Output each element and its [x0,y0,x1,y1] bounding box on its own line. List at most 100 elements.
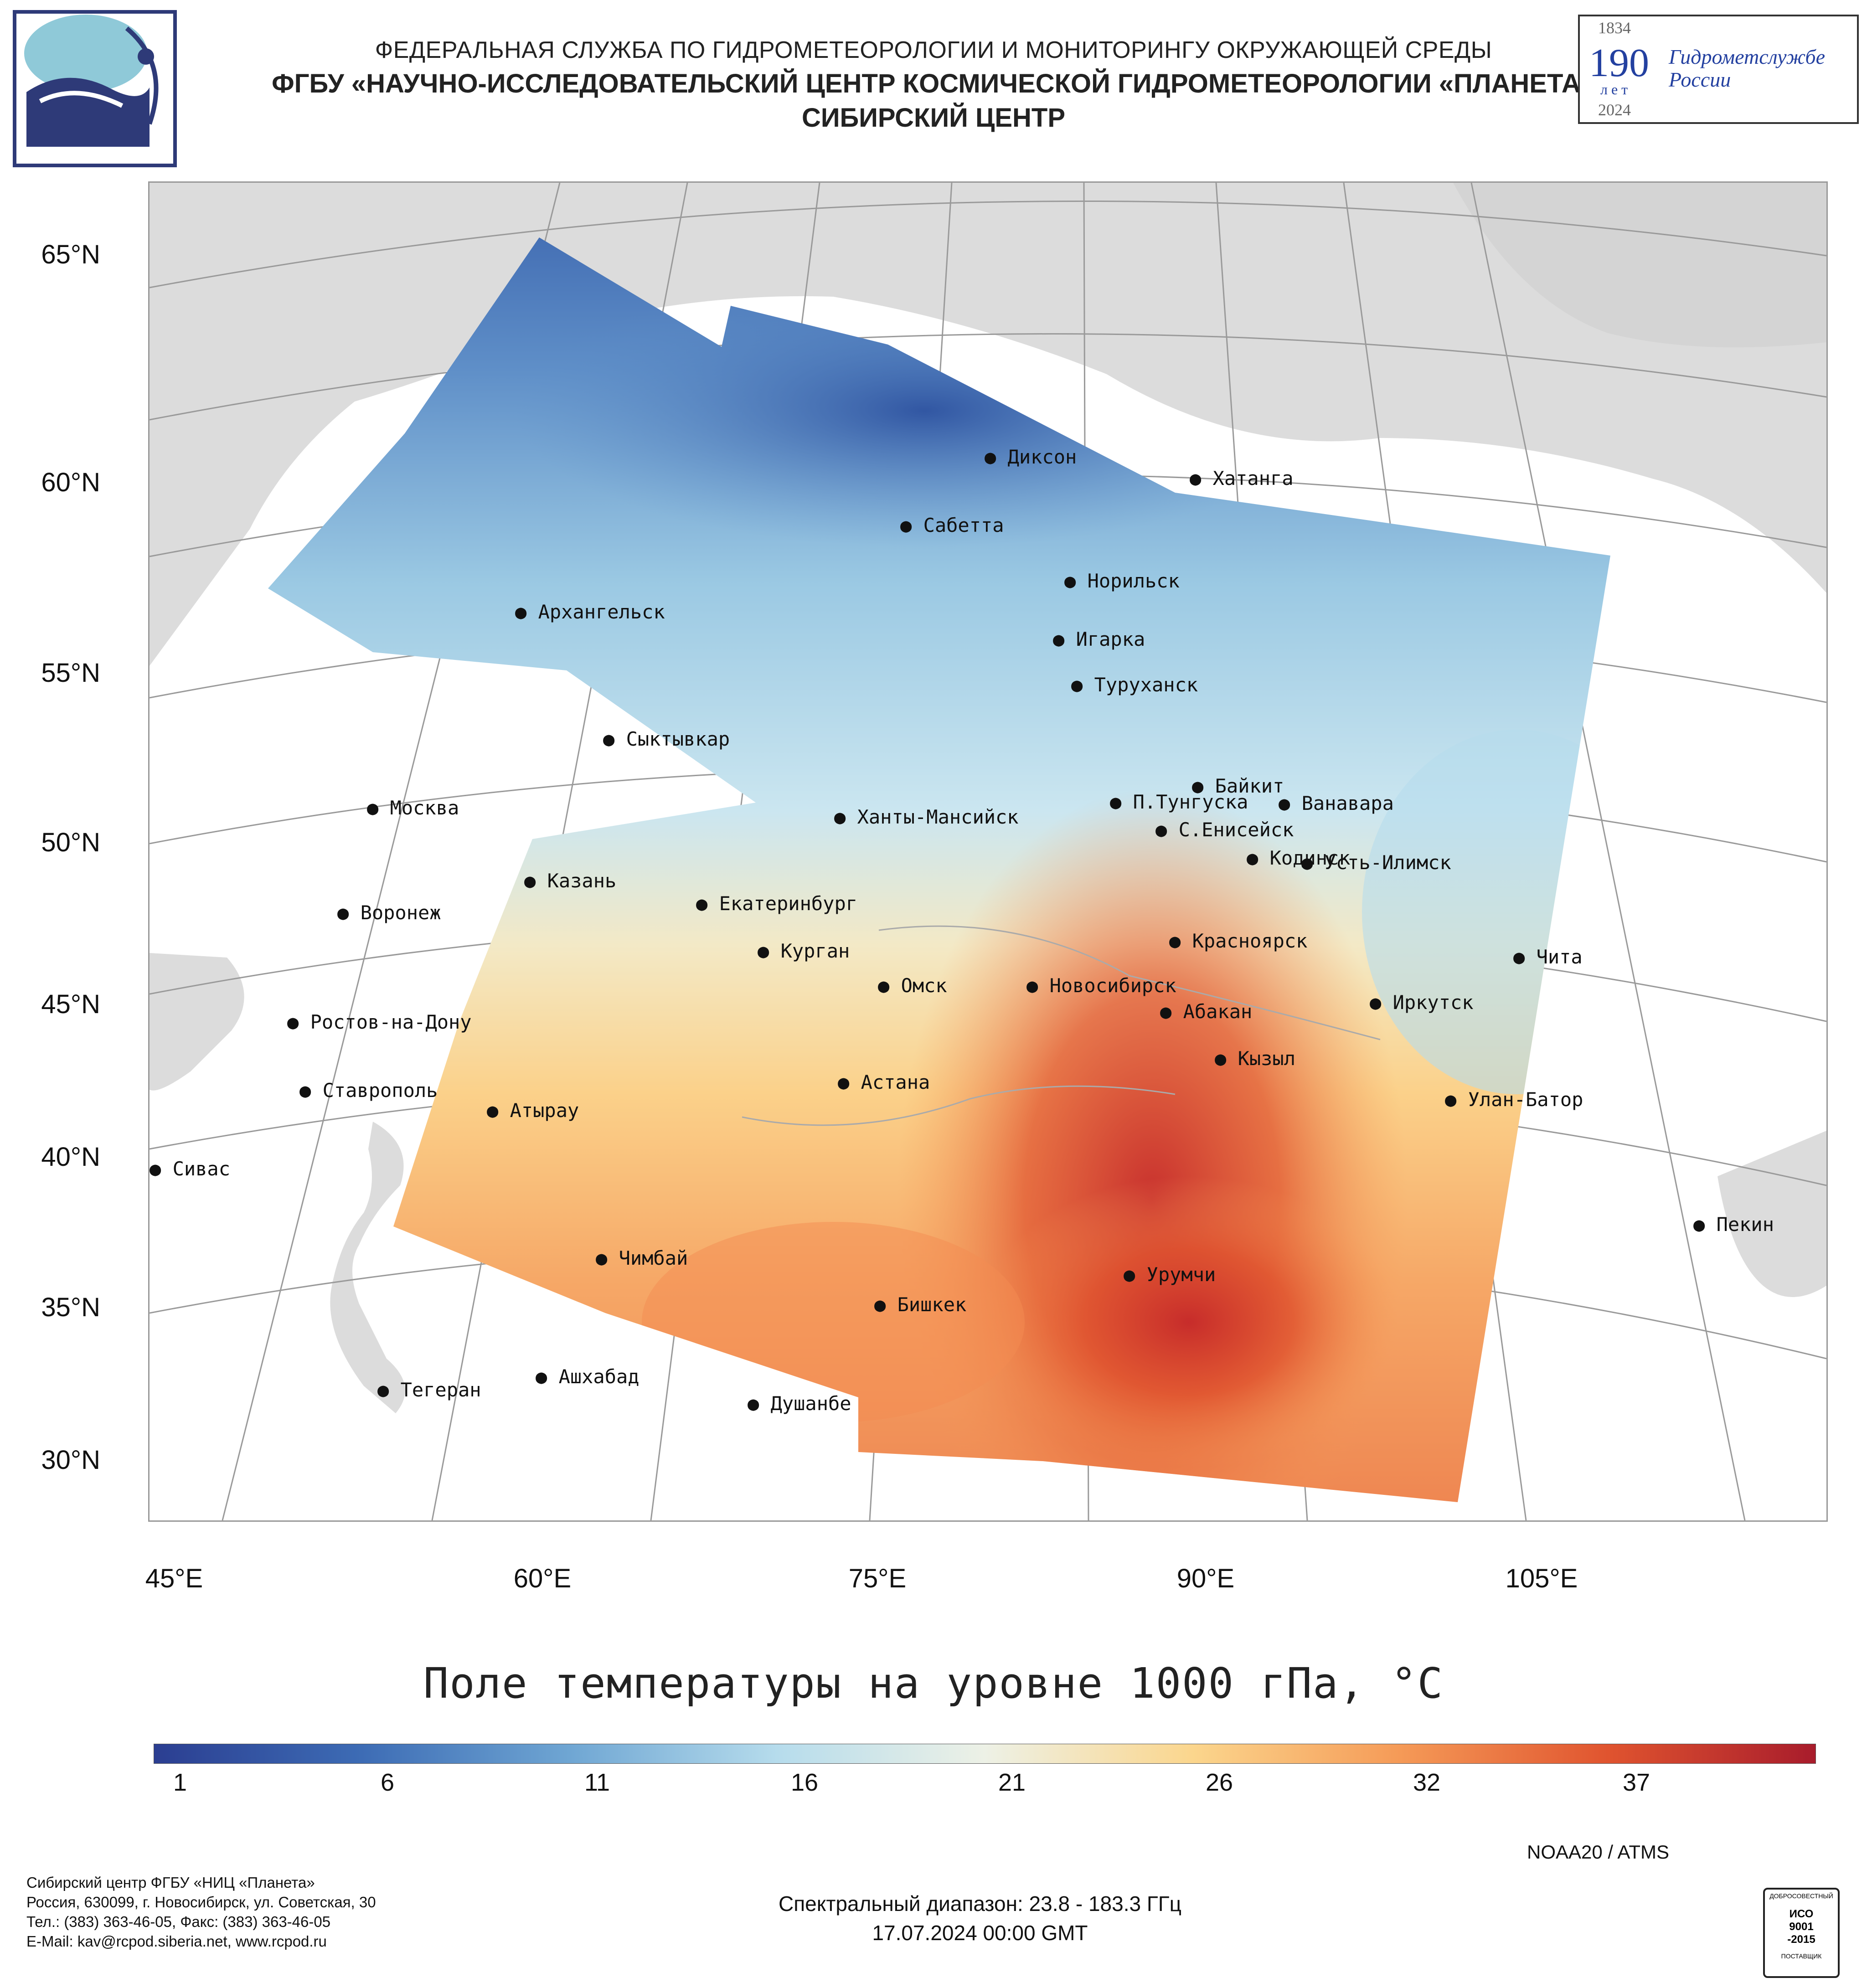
city-name: Казань [547,870,617,892]
city-sivas: ● Сивас [150,1158,231,1180]
city-krasnoyarsk: ● Красноярск [1169,930,1308,952]
lon-label-60: 60°E [513,1564,572,1593]
iso-badge-text3: -2015 [1787,1933,1815,1946]
footer-org-line1: Сибирский центр ФГБУ «НИЦ «Планета» [26,1874,315,1891]
city-syktyvkar: ● Сыктывкар [603,728,730,750]
city-name: Хатанга [1212,467,1294,489]
lat-label-55: 55°N [41,658,100,688]
lon-label-105: 105°E [1505,1564,1578,1593]
city-name: Пекин [1716,1213,1774,1236]
city-omsk: ● Омск [878,974,947,997]
city-astana: ● Астана [838,1071,930,1093]
city-irkutsk: ● Иркутск [1370,991,1474,1014]
city-name: Новосибирск [1049,974,1176,997]
lat-label-65: 65°N [41,240,100,269]
anniv-name-2: России [1669,68,1731,91]
header-agency: ФЕДЕРАЛЬНАЯ СЛУЖБА ПО ГИДРОМЕТЕОРОЛОГИИ … [375,37,1492,63]
header-center-name: ФГБУ «НАУЧНО-ИССЛЕДОВАТЕЛЬСКИЙ ЦЕНТР КОС… [272,69,1595,98]
planeta-logo [13,10,177,167]
city-khanty: ● Ханты-Мансийск [834,806,1019,828]
anniv-year-end: 2024 [1598,101,1631,119]
city-ulanbator: ● Улан-Батор [1445,1088,1583,1111]
city-name: Воронеж [360,901,441,924]
colorbar-tick-21: 21 [998,1769,1026,1796]
city-ptunguska: ● П.Тунгуска [1110,791,1248,813]
city-name: Омск [901,974,947,997]
anniv-name-1: Гидрометслужбе [1669,45,1826,68]
colorbar-tick-37: 37 [1622,1769,1650,1796]
spectral-range: Спектральный диапазон: 23.8 - 183.3 ГГц [778,1892,1182,1916]
colorbar-tick-26: 26 [1205,1769,1233,1796]
city-ashkhabad: ● Ашхабад [536,1365,640,1388]
city-pekin: ● Пекин [1693,1213,1774,1236]
lon-label-90: 90°E [1176,1564,1235,1593]
city-name: С.Енисейск [1178,819,1294,841]
lat-label-30: 30°N [41,1445,100,1475]
city-name: Сыктывкар [626,728,730,750]
city-name: Сивас [172,1158,231,1180]
city-name: Урумчи [1146,1263,1216,1286]
city-seniseisk: ● С.Енисейск [1155,819,1294,841]
city-name: Улан-Батор [1468,1088,1583,1111]
city-name: Диксон [1007,446,1077,468]
legend-title: Поле температуры на уровне 1000 гПа, °С [423,1659,1444,1708]
lat-label-50: 50°N [41,828,100,857]
city-kazan: ● Казань [524,870,617,892]
city-name: Сабетта [923,514,1004,536]
city-name: Ханты-Мансийск [857,806,1019,828]
city-kyzyl: ● Кызыл [1215,1047,1296,1070]
city-ekaterinburg: ● Екатеринбург [696,892,858,915]
city-name: Тегеран [400,1379,481,1401]
city-chimbai: ● Чимбай [596,1247,688,1269]
anniv-unit: лет [1600,81,1632,98]
lon-label-45: 45°E [145,1564,203,1593]
satellite-label: NOAA20 / ATMS [1527,1841,1669,1863]
city-name: Курган [780,940,850,962]
city-name: Кодинск [1269,847,1351,869]
city-dushanbe: ● Душанбе [748,1392,851,1415]
city-name: Кызыл [1238,1047,1296,1070]
city-name: Душанбе [770,1392,851,1415]
city-name: Туруханск [1094,674,1198,696]
city-bishkek: ● Бишкек [874,1293,967,1316]
city-name: Байкит [1215,775,1284,797]
colorbar-tick-6: 6 [380,1769,395,1796]
city-name: Бишкек [897,1293,967,1316]
lon-label-75: 75°E [848,1564,907,1593]
city-name: Ванавара [1301,792,1394,814]
city-norilsk: ● Норильск [1064,570,1180,592]
city-vanavara: ● Ванавара [1279,792,1394,814]
city-name: Иркутск [1393,991,1474,1014]
colorbar-tick-32: 32 [1413,1769,1441,1796]
city-moskva: ● Москва [367,797,459,819]
city-name: Атырау [510,1099,579,1122]
city-sabetta: ● Сабетта [900,514,1004,536]
city-name: Красноярск [1192,930,1308,952]
city-rostov: ● Ростов-на-Дону [287,1011,472,1033]
city-arkhangelsk: ● Архангельск [515,601,665,623]
colorbar-tick-11: 11 [584,1769,610,1796]
iso-badge-text2: 9001 [1789,1921,1814,1933]
footer-org-line2: Россия, 630099, г. Новосибирск, ул. Сове… [26,1894,376,1911]
lat-label-60: 60°N [41,468,100,497]
city-stavropol: ● Ставрополь [299,1079,438,1102]
iso-badge: ДОБРОСОВЕСТНЫЙ ИСО 9001 -2015 ПОСТАВЩИК [1763,1888,1840,1978]
map-panel [148,181,1828,1522]
city-urumchi: ● Урумчи [1124,1263,1216,1286]
city-novosibirsk: ● Новосибирск [1026,974,1176,997]
colorbar-tick-16: 16 [790,1769,819,1796]
city-ustilimsk: ● Усть-Илимск [1301,851,1451,874]
temperature-map [150,183,1826,1520]
city-baikit: ● Байкит [1192,775,1284,797]
footer-org-line4: E-Mail: kav@rcpod.siberia.net, www.rcpod… [26,1933,327,1950]
city-dikson: ● Диксон [985,446,1077,468]
city-chita: ● Чита [1513,946,1583,968]
city-name: Чимбай [619,1247,688,1269]
city-abakan: ● Абакан [1160,1000,1253,1023]
lat-label-45: 45°N [41,989,100,1019]
city-voronezh: ● Воронеж [337,901,441,924]
anniversary-badge: 1834 190 лет Гидрометслужбе России 2024 [1578,15,1859,124]
city-kurgan: ● Курган [758,940,850,962]
anniv-number: 190 [1589,41,1649,85]
city-name: Чита [1536,946,1583,968]
